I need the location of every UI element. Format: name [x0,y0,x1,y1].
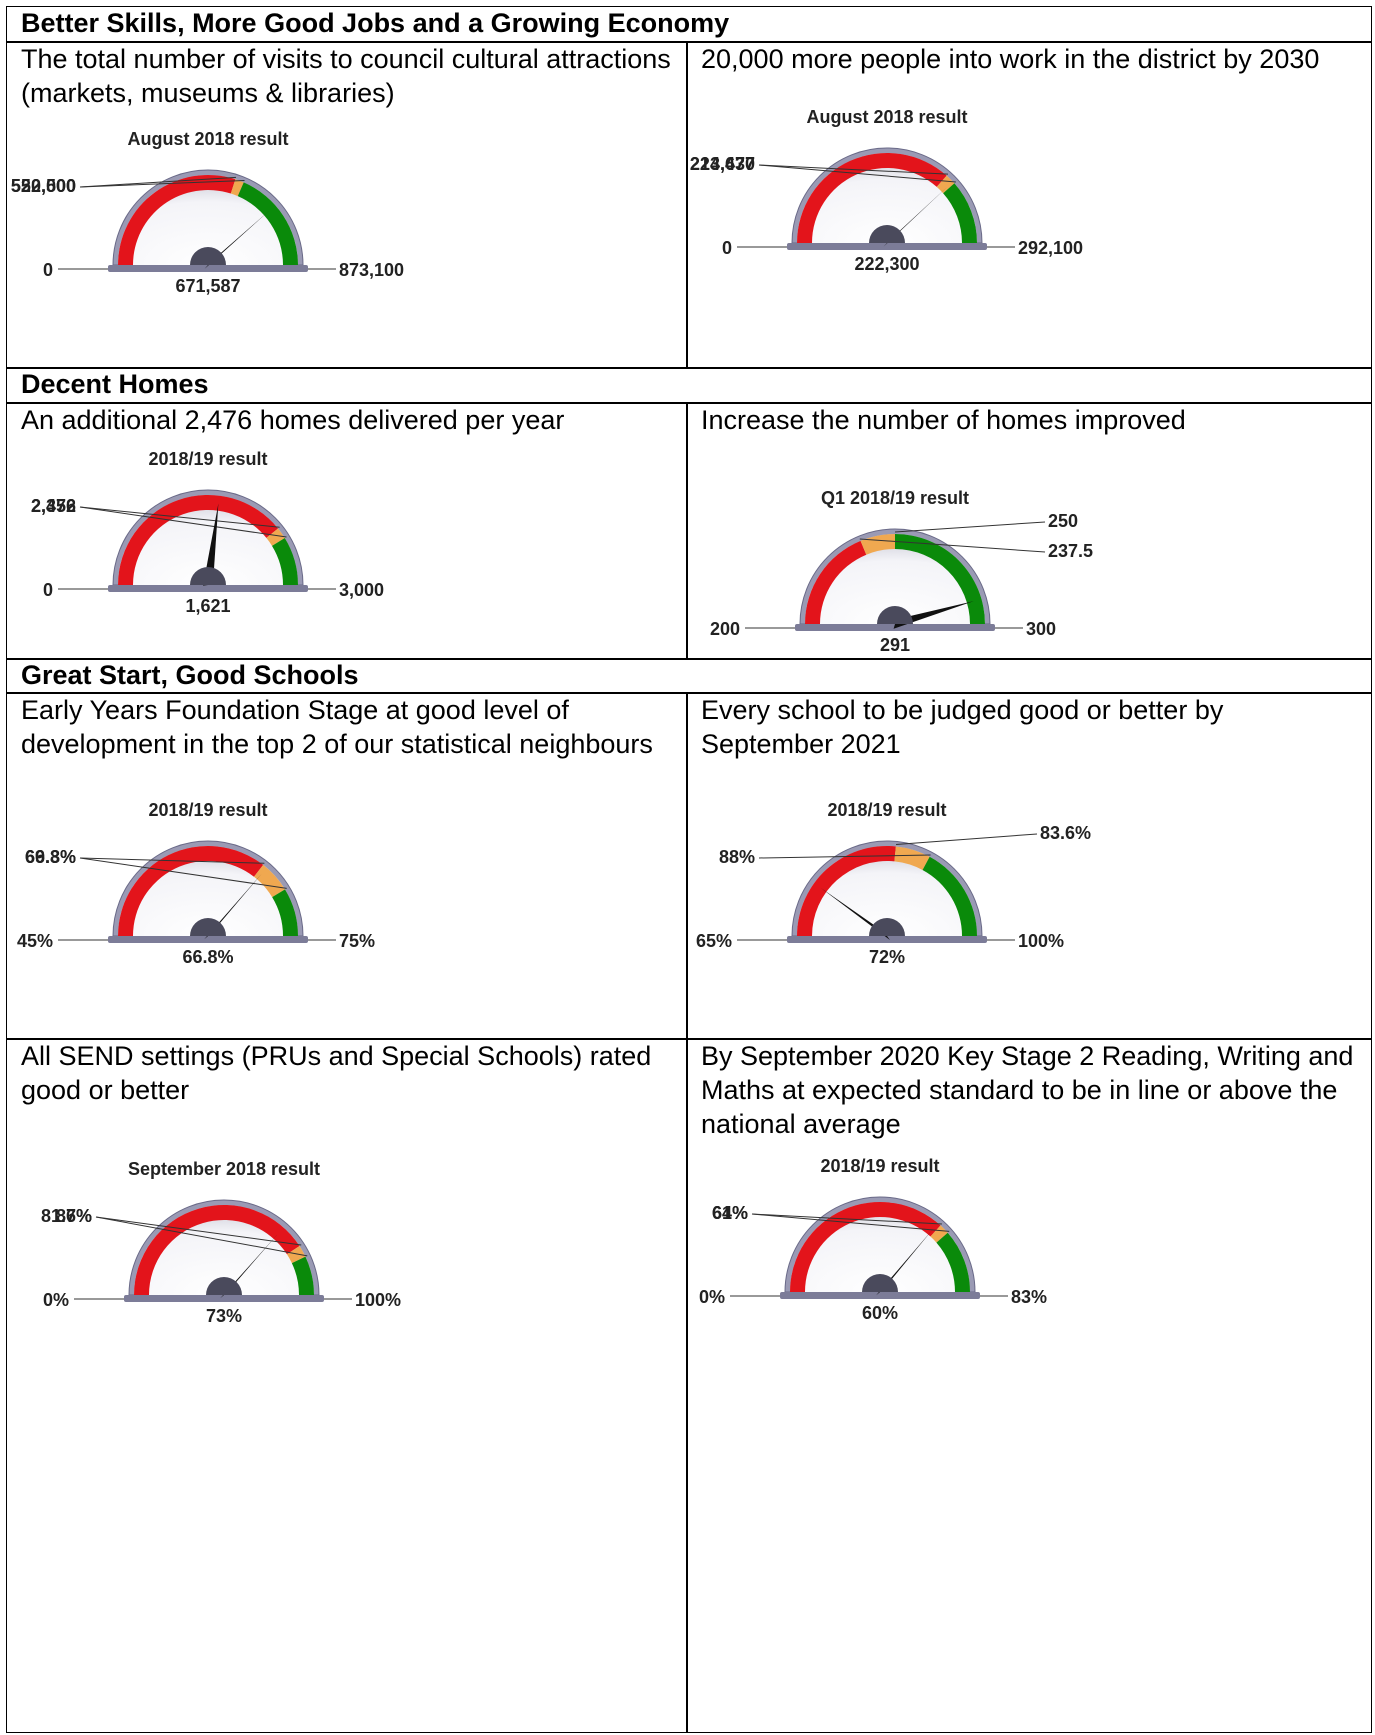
cell-text: Increase the number of homes improved [686,402,1372,660]
cell-text: An additional 2,476 homes delivered per … [6,402,688,660]
cell-text: All SEND settings (PRUs and Special Scho… [6,1038,688,1733]
cell-text: 20,000 more people into work in the dist… [686,41,1372,369]
cell-text: Early Years Foundation Stage at good lev… [6,692,688,1040]
section-header: Great Start, Good Schools [6,658,1372,694]
section-header: Better Skills, More Good Jobs and a Grow… [6,6,1372,43]
section-header: Decent Homes [6,367,1372,404]
cell-text: The total number of visits to council cu… [6,41,688,369]
cell-text: Every school to be judged good or better… [686,692,1372,1040]
cell-text: By September 2020 Key Stage 2 Reading, W… [686,1038,1372,1733]
